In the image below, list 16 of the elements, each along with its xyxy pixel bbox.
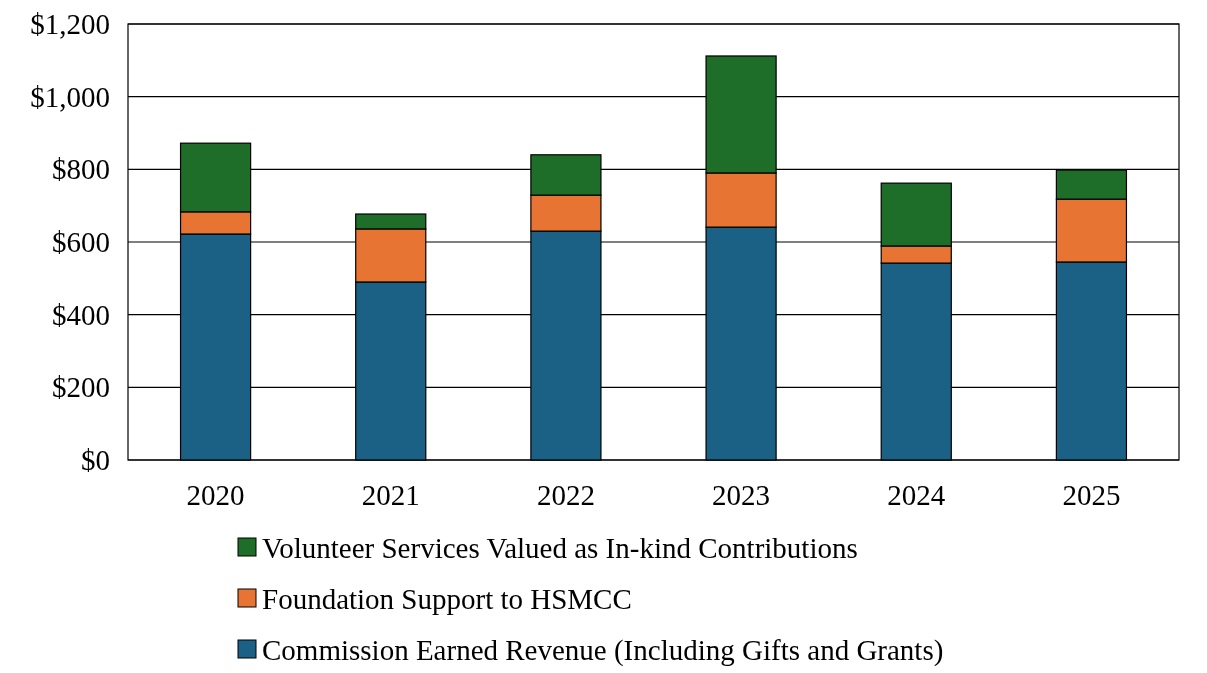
x-tick-label: 2023 <box>712 479 771 511</box>
legend-label: Commission Earned Revenue (Including Gifts and Grants) <box>262 634 944 668</box>
x-tick-label: 2021 <box>361 479 420 511</box>
x-tick-label: 2022 <box>536 479 595 511</box>
x-tick-label: 2024 <box>887 479 946 511</box>
y-tick-label: $800 <box>52 153 110 186</box>
y-tick-label: $1,000 <box>30 80 110 113</box>
y-tick-label: $0 <box>81 444 110 477</box>
x-tick-label: 2025 <box>1062 479 1121 511</box>
legend-label: Foundation Support to HSMCC <box>262 583 632 616</box>
legend-label: Volunteer Services Valued as In-kind Contributions <box>262 532 858 565</box>
y-tick-label: $400 <box>52 298 110 331</box>
y-tick-label: $1,200 <box>30 8 110 41</box>
y-tick-label: $600 <box>52 226 110 259</box>
y-tick-label: $200 <box>52 371 110 404</box>
x-tick-label: 2020 <box>186 479 245 511</box>
